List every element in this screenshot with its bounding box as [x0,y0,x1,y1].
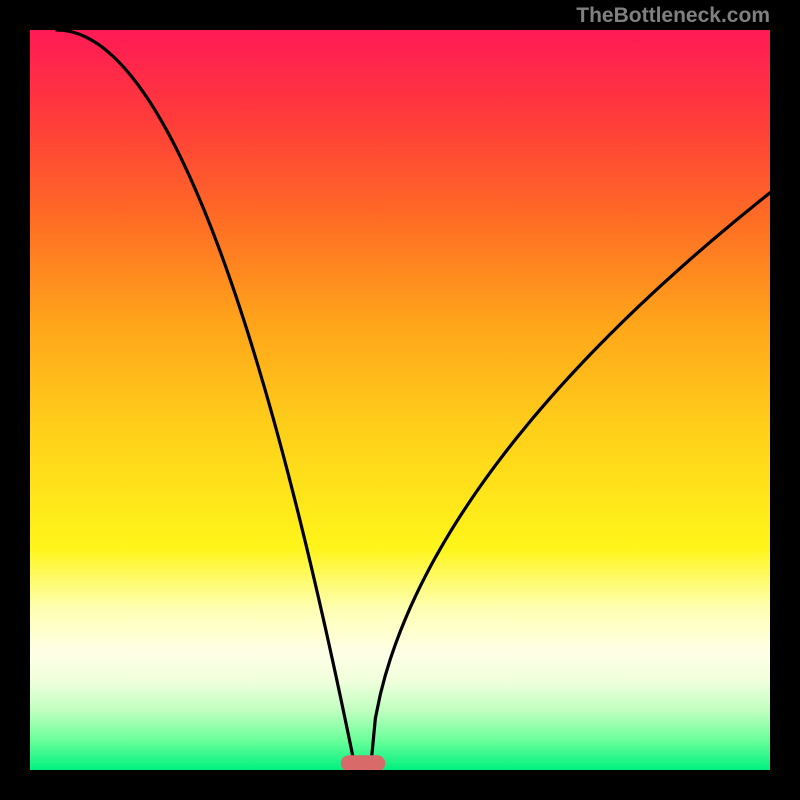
left-curve [57,30,356,770]
watermark-text: TheBottleneck.com [576,4,770,28]
plot-area [30,30,770,770]
bottleneck-marker [341,755,385,770]
curves-layer [30,30,770,770]
right-curve [370,193,770,770]
chart-container: TheBottleneck.com [0,0,800,800]
